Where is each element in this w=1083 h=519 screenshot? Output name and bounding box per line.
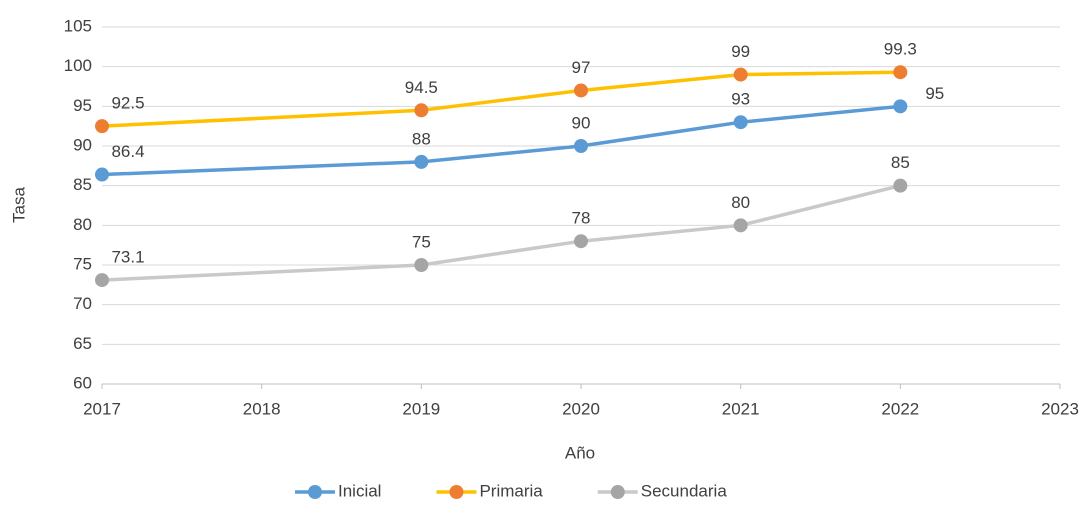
y-tick-label: 95 [73, 96, 92, 115]
y-tick-label: 75 [73, 254, 92, 273]
legend-label: Secundaria [641, 481, 728, 500]
data-label: 86.4 [111, 142, 144, 161]
x-tick-label: 2019 [402, 399, 440, 418]
data-point [95, 167, 109, 182]
data-label: 99 [731, 42, 750, 61]
data-point [414, 103, 429, 118]
data-label: 94.5 [405, 78, 438, 97]
data-point [893, 178, 908, 193]
data-label: 90 [572, 113, 591, 132]
data-point [574, 234, 588, 249]
data-point [574, 83, 588, 98]
data-point [733, 67, 748, 82]
data-label: 73.1 [111, 248, 144, 267]
data-label: 78 [572, 209, 591, 228]
y-tick-label: 80 [73, 215, 92, 234]
data-label: 80 [731, 193, 750, 212]
x-tick-label: 2023 [1041, 399, 1079, 418]
legend-marker [308, 485, 322, 499]
y-tick-label: 85 [73, 175, 92, 194]
data-point [574, 139, 588, 153]
x-tick-label: 2021 [722, 399, 760, 418]
data-point [414, 258, 429, 272]
data-label: 85 [891, 153, 910, 172]
x-tick-label: 2022 [881, 399, 919, 418]
y-tick-label: 70 [73, 294, 92, 313]
y-tick-label: 100 [64, 56, 92, 75]
data-label: 93 [731, 90, 750, 109]
data-label: 92.5 [111, 94, 144, 113]
legend-label: Inicial [338, 481, 381, 500]
data-label: 75 [412, 232, 431, 251]
y-tick-label: 60 [73, 373, 92, 392]
data-label: 95 [925, 84, 944, 103]
x-tick-label: 2020 [562, 399, 600, 418]
x-tick-label: 2017 [83, 399, 121, 418]
data-label: 97 [572, 58, 591, 77]
data-label: 88 [412, 129, 431, 148]
y-tick-label: 105 [64, 16, 92, 35]
data-point [414, 154, 429, 169]
data-point [95, 273, 109, 288]
data-label: 99.3 [884, 40, 917, 59]
y-axis-title: Tasa [9, 187, 28, 223]
data-point [893, 65, 908, 80]
series-line [101, 104, 901, 177]
data-point [95, 119, 109, 134]
legend-marker [449, 485, 464, 499]
x-axis-title: Año [565, 443, 595, 462]
legend-marker [610, 485, 625, 499]
series-line [101, 183, 901, 282]
legend-label: Primaria [479, 481, 543, 500]
y-tick-label: 90 [73, 135, 92, 154]
data-point [733, 115, 748, 130]
data-point [733, 218, 748, 233]
data-point [893, 99, 908, 114]
y-tick-label: 65 [73, 334, 92, 353]
x-tick-label: 2018 [243, 399, 281, 418]
